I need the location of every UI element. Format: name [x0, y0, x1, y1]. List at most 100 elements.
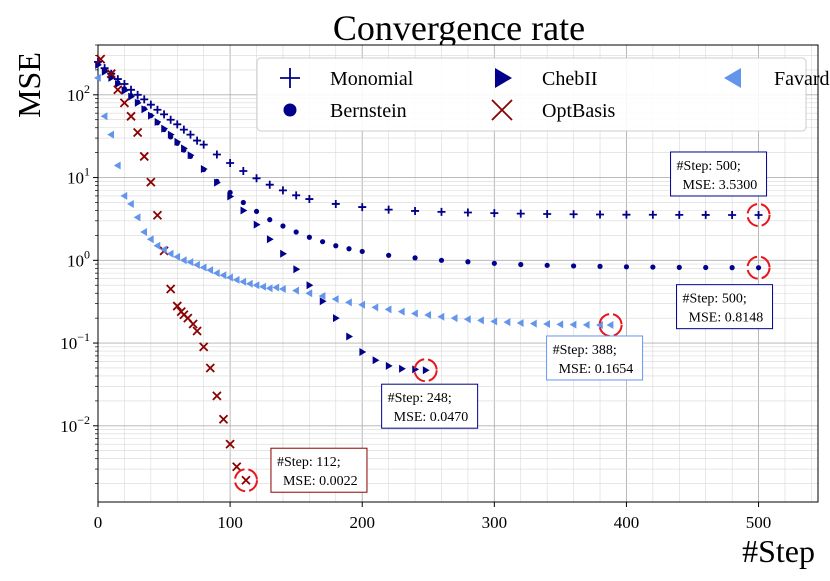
data-point — [146, 235, 154, 244]
x-tick-label: 100 — [217, 513, 243, 532]
data-point — [318, 292, 326, 301]
data-point — [161, 124, 169, 133]
data-point — [412, 255, 418, 261]
data-point — [199, 140, 208, 149]
data-point — [132, 127, 143, 138]
data-point — [187, 151, 195, 160]
data-point — [596, 320, 603, 329]
series-favard — [94, 73, 614, 329]
data-point — [212, 391, 222, 401]
data-point — [701, 210, 710, 219]
data-point — [280, 223, 286, 229]
data-point — [346, 332, 354, 341]
data-point — [477, 316, 484, 325]
data-point — [331, 295, 339, 304]
data-point — [490, 209, 499, 218]
x-tick-label: 300 — [482, 513, 508, 532]
data-point — [133, 213, 141, 222]
data-point — [754, 210, 763, 219]
data-point — [529, 319, 537, 328]
legend-label: Monomial — [330, 68, 414, 90]
data-point — [280, 249, 287, 258]
data-point — [101, 67, 109, 76]
data-point — [292, 191, 301, 200]
chart-title: Convergence rate — [333, 8, 585, 48]
data-point — [465, 259, 471, 265]
data-point — [193, 260, 200, 269]
legend: Monomial Bernstein ChebII OptBasis Favard — [256, 57, 830, 132]
annotation-mse: MSE: 0.0022 — [283, 474, 358, 489]
data-point — [214, 178, 221, 187]
data-point — [306, 281, 314, 290]
data-point — [253, 208, 260, 215]
annotation-frame — [381, 383, 479, 429]
annotation-frame — [676, 284, 774, 330]
data-point — [259, 282, 266, 291]
data-point — [543, 209, 552, 218]
data-point — [266, 235, 274, 244]
data-point — [305, 195, 314, 204]
data-point — [127, 199, 134, 208]
data-point — [371, 303, 379, 312]
data-point — [265, 284, 273, 293]
data-point — [650, 264, 656, 270]
data-point — [543, 319, 550, 328]
highlight-circle — [598, 312, 623, 337]
y-tick-label: 101 — [67, 165, 90, 188]
data-point — [167, 130, 175, 139]
data-point — [292, 286, 299, 295]
data-point — [463, 315, 471, 324]
data-point — [120, 191, 128, 200]
data-point — [173, 120, 182, 129]
data-point — [463, 208, 472, 217]
data-point — [160, 245, 167, 254]
data-point — [115, 80, 122, 89]
data-point — [186, 130, 195, 139]
data-point — [205, 363, 215, 373]
data-point — [503, 318, 511, 327]
data-point — [188, 319, 198, 329]
data-point — [438, 257, 445, 263]
x-axis-title: #Step — [742, 533, 815, 569]
data-point — [174, 137, 182, 146]
data-point — [411, 206, 420, 215]
annotation-box: #Step: 500; MSE: 3.5300 — [670, 151, 768, 197]
data-point — [121, 86, 129, 95]
data-point — [359, 347, 367, 356]
y-tick-label: 10−1 — [60, 330, 90, 353]
data-point — [265, 180, 274, 189]
data-point — [200, 164, 208, 173]
data-point — [166, 284, 176, 294]
data-point — [154, 117, 162, 126]
annotation-frame — [270, 447, 368, 493]
data-point — [212, 269, 220, 278]
data-point — [622, 210, 631, 219]
data-point — [728, 210, 737, 219]
data-point — [199, 342, 209, 352]
annotation-box: #Step: 500; MSE: 0.8148 — [676, 284, 774, 330]
legend-marker-monomial — [280, 68, 300, 88]
data-point — [386, 252, 392, 258]
data-point — [755, 265, 762, 271]
data-point — [570, 263, 577, 269]
data-point — [100, 112, 108, 121]
annotation-step: #Step: 500; — [677, 159, 741, 174]
data-point — [226, 273, 233, 282]
data-point — [240, 206, 248, 215]
data-point — [384, 205, 393, 214]
plot-frame — [97, 44, 819, 503]
data-point — [648, 210, 657, 219]
data-point — [113, 161, 121, 170]
data-point — [166, 115, 175, 124]
data-point — [346, 246, 352, 252]
data-point — [232, 462, 242, 472]
data-point — [239, 167, 248, 176]
data-point — [675, 210, 684, 219]
data-point — [245, 279, 253, 288]
data-point — [267, 217, 273, 223]
data-point — [597, 263, 603, 269]
data-point — [128, 92, 136, 101]
data-point — [252, 174, 261, 183]
data-point — [94, 73, 101, 82]
